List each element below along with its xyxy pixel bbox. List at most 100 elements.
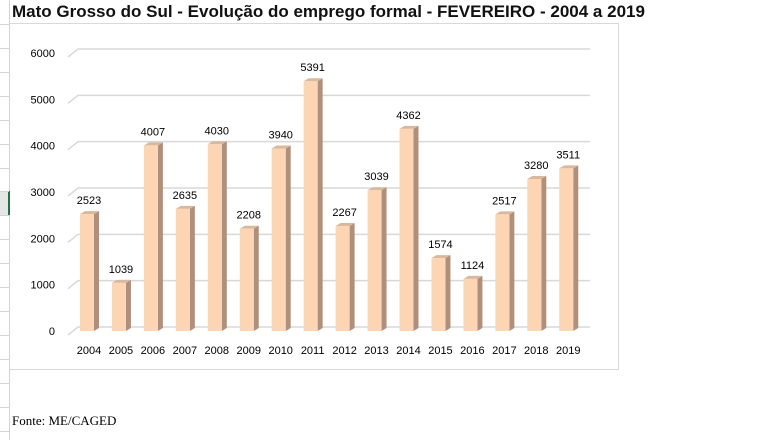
data-label: 3280 (524, 160, 548, 172)
x-tick-label: 2013 (364, 345, 388, 357)
row-divider (0, 144, 9, 145)
x-tick-label: 2011 (301, 345, 325, 357)
row-divider (0, 383, 9, 384)
data-label: 2523 (77, 195, 101, 207)
data-label: 4362 (396, 110, 420, 122)
bar-top (367, 187, 387, 191)
bar-side (189, 205, 195, 331)
data-label: 3511 (556, 149, 580, 161)
data-label: 3039 (364, 171, 388, 183)
bar-side (445, 255, 451, 331)
spreadsheet-row-headers (0, 0, 10, 440)
x-tick-label: 2015 (428, 345, 452, 357)
row-divider (0, 335, 9, 336)
x-tick-label: 2008 (205, 345, 229, 357)
row-divider (0, 263, 9, 264)
bar-side (94, 211, 99, 331)
bar-side (253, 225, 259, 331)
x-tick-label: 2017 (492, 345, 516, 357)
bar-top (527, 176, 547, 180)
gridline (67, 140, 590, 151)
bar-side (317, 78, 323, 331)
bar-side (125, 279, 131, 331)
x-tick-label: 2007 (173, 345, 197, 357)
row-divider (0, 287, 9, 288)
bar-top (399, 125, 419, 129)
y-tick-label: 2000 (31, 233, 55, 245)
y-tick-label: 6000 (31, 48, 55, 60)
row-divider (0, 431, 9, 432)
gridline (67, 187, 590, 197)
row-divider (0, 96, 9, 97)
x-tick-label: 2019 (556, 345, 580, 357)
data-label: 5391 (300, 62, 324, 74)
bar (431, 258, 446, 331)
row-divider (0, 407, 9, 408)
gridline (67, 48, 590, 58)
data-label: 2635 (173, 190, 197, 202)
data-label: 2267 (332, 207, 356, 219)
data-label: 1574 (428, 239, 452, 251)
chart-title: Mato Grosso do Sul - Evolução do emprego… (12, 2, 645, 21)
row-divider (0, 72, 9, 73)
bar-top (431, 255, 451, 259)
bar (271, 148, 286, 331)
x-tick-label: 2010 (268, 345, 292, 357)
bar (495, 214, 510, 331)
y-tick-label: 1000 (31, 280, 55, 292)
bar (239, 228, 254, 331)
y-tick-label: 5000 (31, 94, 55, 106)
data-label: 4007 (141, 126, 165, 138)
x-tick-label: 2009 (237, 345, 261, 357)
y-tick-label: 4000 (31, 141, 55, 153)
x-tick-label: 2005 (109, 345, 133, 357)
bar-top (559, 165, 579, 169)
bar (303, 81, 318, 331)
row-divider (0, 24, 9, 25)
bar (399, 128, 414, 331)
data-label: 3940 (268, 129, 292, 141)
bar (111, 282, 126, 331)
bar-top (207, 141, 227, 145)
row-divider (0, 191, 9, 192)
row-divider (0, 239, 9, 240)
bar-chart: 0 1000 2000 3000 4000 5000 6000 2523 2004 1039 200… (31, 48, 590, 357)
bar-top (111, 279, 131, 283)
bar-side (221, 141, 227, 331)
row-divider (0, 120, 9, 121)
bar-side (413, 125, 419, 331)
x-tick-label: 2004 (77, 345, 101, 357)
chart-area[interactable]: 0 1000 2000 3000 4000 5000 6000 2523 2004 1039 200… (10, 23, 619, 370)
bar-side (541, 176, 547, 331)
bar (80, 214, 94, 331)
row-divider (0, 311, 9, 312)
row-divider (0, 48, 9, 49)
bar-side (285, 145, 291, 331)
row-divider (0, 168, 9, 169)
bar-top (80, 211, 99, 215)
bar (175, 208, 190, 331)
bar-side (157, 142, 163, 331)
bar (527, 179, 542, 331)
bar-top (271, 145, 291, 149)
x-tick-label: 2014 (396, 345, 420, 357)
bar (143, 145, 158, 331)
x-tick-label: 2018 (524, 345, 548, 357)
x-tick-label: 2016 (460, 345, 484, 357)
bar-top (463, 275, 483, 279)
bar-top (239, 225, 259, 229)
gridline (67, 94, 590, 104)
data-label: 4030 (205, 125, 229, 137)
data-label: 1039 (109, 264, 133, 276)
bar-side (509, 211, 515, 331)
bar-side (573, 165, 579, 331)
bar-top (143, 142, 163, 146)
row-divider (0, 359, 9, 360)
selected-cell-marker (0, 191, 10, 215)
y-tick-label: 3000 (31, 187, 55, 199)
bar (207, 144, 222, 331)
source-note: Fonte: ME/CAGED (12, 413, 117, 428)
bar-side (381, 187, 387, 331)
bar-top (335, 222, 355, 226)
bar-top (175, 205, 195, 209)
